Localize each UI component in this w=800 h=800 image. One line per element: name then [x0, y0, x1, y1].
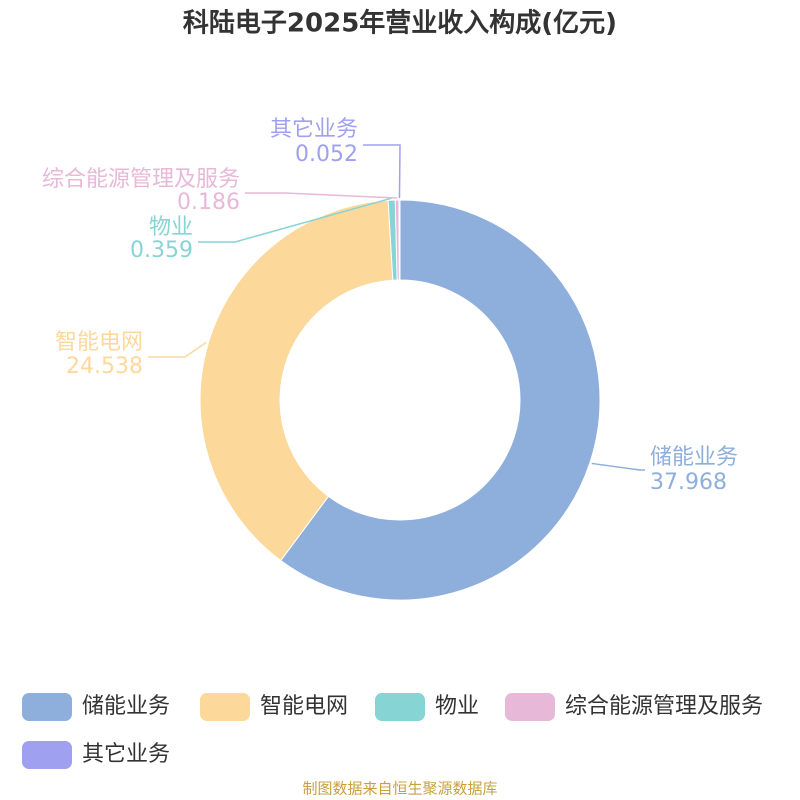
- slice-label: 智能电网: [55, 330, 143, 355]
- legend-label: 智能电网: [260, 694, 348, 719]
- legend-swatch: [505, 693, 555, 721]
- leader-line: [148, 341, 207, 358]
- slice-label: 物业: [149, 215, 193, 240]
- donut-slice: [280, 199, 601, 601]
- leader-line: [591, 462, 645, 471]
- legend-label: 其它业务: [82, 742, 170, 767]
- slice-label: 综合能源管理及服务: [42, 167, 240, 192]
- legend-swatch: [200, 693, 250, 721]
- slice-value: 24.538: [66, 354, 143, 379]
- source-note: 制图数据来自恒生聚源数据库: [302, 780, 497, 798]
- leader-line: [363, 144, 401, 199]
- legend-swatch: [375, 693, 425, 721]
- slice-label: 其它业务: [270, 117, 358, 142]
- chart-title: 科陆电子2025年营业收入构成(亿元): [183, 8, 617, 39]
- legend-label: 物业: [435, 694, 479, 719]
- slice-value: 37.968: [650, 470, 727, 495]
- slice-value: 0.052: [295, 142, 358, 167]
- slice-value: 0.359: [130, 238, 193, 263]
- donut-slice: [199, 199, 394, 562]
- slice-value: 0.186: [177, 190, 240, 215]
- leader-line: [198, 197, 392, 243]
- legend-swatch: [22, 741, 72, 769]
- donut-slice: [398, 199, 401, 281]
- slice-label: 储能业务: [650, 445, 738, 470]
- legend-label: 综合能源管理及服务: [565, 694, 763, 719]
- leader-line: [245, 192, 398, 199]
- legend-label: 储能业务: [82, 694, 170, 719]
- legend-swatch: [22, 693, 72, 721]
